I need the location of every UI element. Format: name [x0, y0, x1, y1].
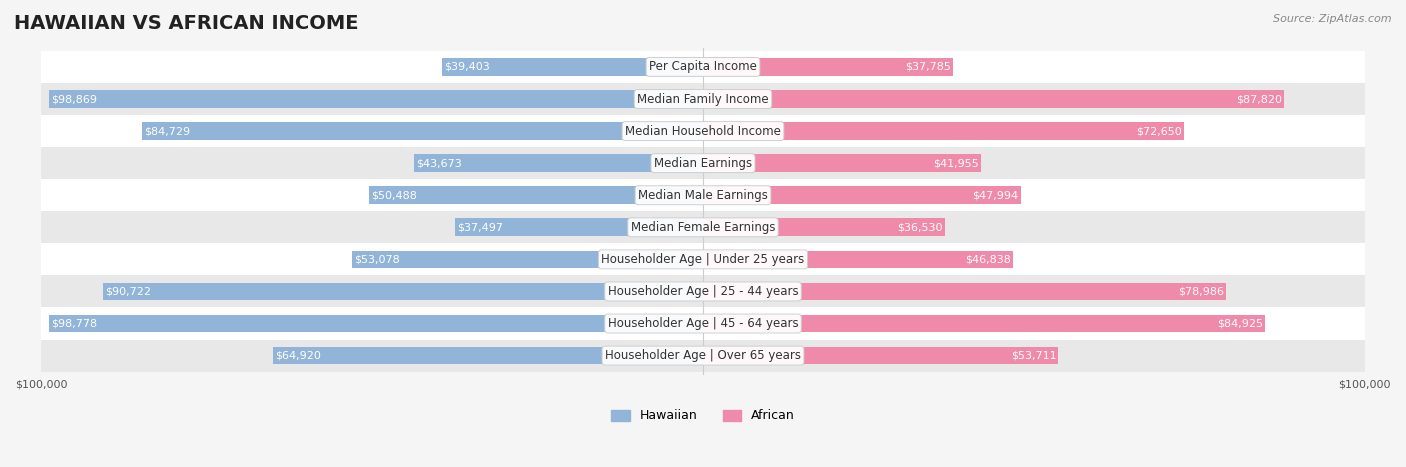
- Bar: [703, 122, 1184, 140]
- Bar: [41, 276, 1365, 307]
- Bar: [41, 340, 1365, 372]
- Text: $50,488: $50,488: [371, 190, 416, 200]
- Text: $37,497: $37,497: [457, 222, 503, 232]
- Text: $64,920: $64,920: [276, 351, 321, 361]
- Bar: [703, 315, 1265, 333]
- Bar: [352, 251, 703, 268]
- Bar: [49, 90, 703, 108]
- Bar: [41, 243, 1365, 276]
- Bar: [703, 251, 1012, 268]
- Text: $43,673: $43,673: [416, 158, 461, 168]
- Text: Median Female Earnings: Median Female Earnings: [631, 221, 775, 234]
- Text: $47,994: $47,994: [973, 190, 1018, 200]
- Bar: [368, 186, 703, 204]
- Bar: [703, 347, 1059, 364]
- Bar: [703, 154, 980, 172]
- Bar: [41, 307, 1365, 340]
- Text: $37,785: $37,785: [905, 62, 950, 72]
- Bar: [703, 90, 1284, 108]
- Bar: [41, 51, 1365, 83]
- Text: $36,530: $36,530: [897, 222, 943, 232]
- Text: $98,869: $98,869: [51, 94, 97, 104]
- Bar: [703, 283, 1226, 300]
- Text: $72,650: $72,650: [1136, 126, 1182, 136]
- Bar: [703, 58, 953, 76]
- Bar: [703, 219, 945, 236]
- Bar: [41, 115, 1365, 147]
- Bar: [41, 83, 1365, 115]
- Text: Householder Age | 45 - 64 years: Householder Age | 45 - 64 years: [607, 317, 799, 330]
- Text: $90,722: $90,722: [104, 286, 150, 297]
- Text: Householder Age | 25 - 44 years: Householder Age | 25 - 44 years: [607, 285, 799, 298]
- Bar: [103, 283, 703, 300]
- Text: $78,986: $78,986: [1178, 286, 1223, 297]
- Text: $98,778: $98,778: [52, 318, 97, 328]
- Text: $39,403: $39,403: [444, 62, 489, 72]
- Bar: [456, 219, 703, 236]
- Text: $41,955: $41,955: [934, 158, 979, 168]
- Text: $53,078: $53,078: [354, 255, 399, 264]
- Text: Per Capita Income: Per Capita Income: [650, 60, 756, 73]
- Text: $84,925: $84,925: [1218, 318, 1263, 328]
- Bar: [443, 58, 703, 76]
- Legend: Hawaiian, African: Hawaiian, African: [606, 404, 800, 427]
- Text: Median Family Income: Median Family Income: [637, 92, 769, 106]
- Bar: [41, 211, 1365, 243]
- Text: Median Earnings: Median Earnings: [654, 156, 752, 170]
- Bar: [273, 347, 703, 364]
- Text: Median Household Income: Median Household Income: [626, 125, 780, 138]
- Text: $46,838: $46,838: [965, 255, 1011, 264]
- Text: Householder Age | Over 65 years: Householder Age | Over 65 years: [605, 349, 801, 362]
- Text: $84,729: $84,729: [145, 126, 190, 136]
- Text: $53,711: $53,711: [1011, 351, 1056, 361]
- Text: Source: ZipAtlas.com: Source: ZipAtlas.com: [1274, 14, 1392, 24]
- Bar: [142, 122, 703, 140]
- Bar: [413, 154, 703, 172]
- Text: Median Male Earnings: Median Male Earnings: [638, 189, 768, 202]
- Text: $87,820: $87,820: [1236, 94, 1282, 104]
- Bar: [703, 186, 1021, 204]
- Bar: [41, 147, 1365, 179]
- Text: Householder Age | Under 25 years: Householder Age | Under 25 years: [602, 253, 804, 266]
- Text: HAWAIIAN VS AFRICAN INCOME: HAWAIIAN VS AFRICAN INCOME: [14, 14, 359, 33]
- Bar: [41, 179, 1365, 211]
- Bar: [49, 315, 703, 333]
